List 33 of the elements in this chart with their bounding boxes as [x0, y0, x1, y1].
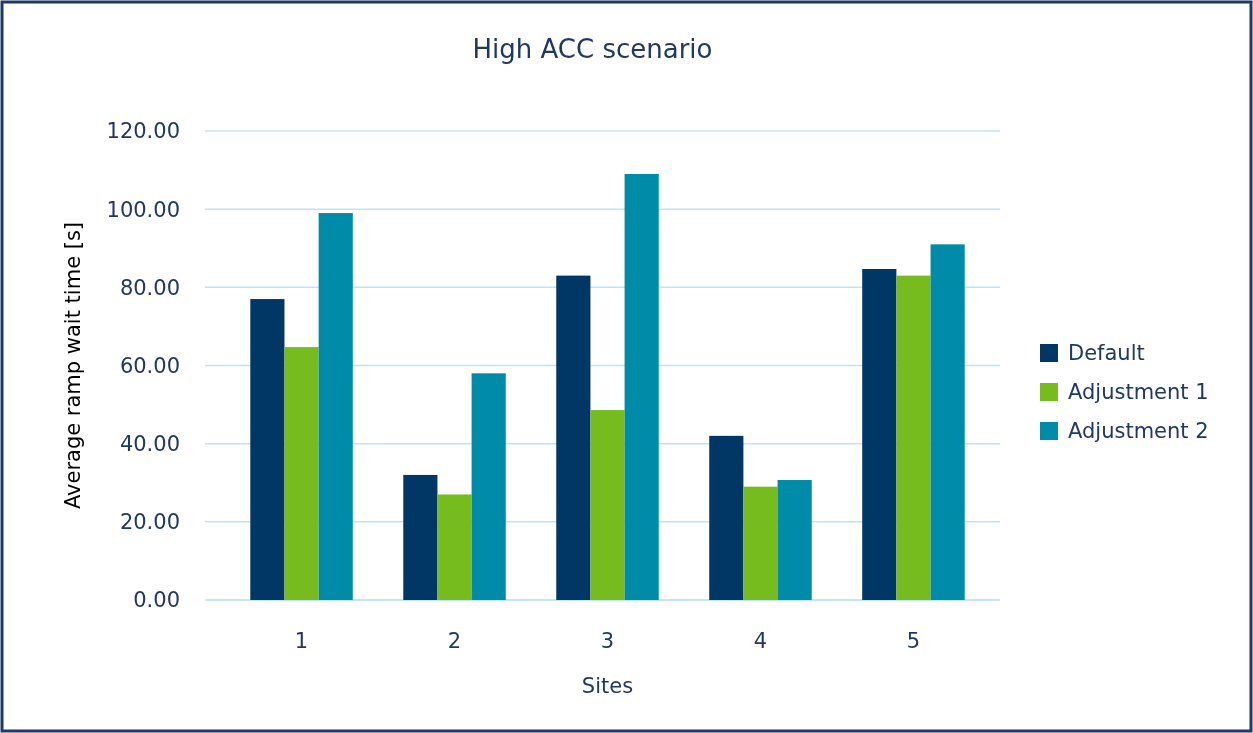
x-tick-label: 2 [447, 629, 462, 653]
bar [743, 486, 778, 600]
bar [709, 435, 744, 600]
bar [777, 480, 812, 600]
bar [896, 275, 931, 600]
x-tick-label: 1 [294, 629, 309, 653]
legend-label: Adjustment 1 [1068, 380, 1209, 405]
y-tick-label: 120.00 [106, 119, 180, 144]
bar [624, 173, 659, 600]
y-tick-label: 100.00 [106, 197, 180, 222]
y-tick-label: 20.00 [119, 510, 180, 535]
y-tick-label: 80.00 [119, 275, 180, 300]
bar [284, 347, 319, 600]
y-tick-label: 0.00 [133, 588, 180, 613]
y-tick-label: 40.00 [119, 432, 180, 457]
bar [250, 299, 285, 600]
bar [590, 410, 625, 600]
bar [471, 373, 506, 600]
y-tick-label: 60.00 [119, 353, 180, 378]
x-tick-label: 5 [906, 629, 921, 653]
chart-title: High ACC scenario [472, 34, 713, 64]
bar [403, 474, 438, 600]
legend-label: Adjustment 2 [1068, 419, 1209, 444]
x-tick-label: 4 [753, 629, 768, 653]
x-axis-title: Sites [581, 674, 634, 698]
bar [862, 268, 897, 600]
bar [930, 244, 965, 600]
bar [556, 275, 591, 600]
legend-label: Default [1068, 341, 1145, 366]
y-axis-title: Average ramp wait time [s] [61, 221, 85, 510]
bar [437, 494, 472, 600]
bar [318, 213, 353, 600]
x-tick-label: 3 [600, 629, 615, 653]
